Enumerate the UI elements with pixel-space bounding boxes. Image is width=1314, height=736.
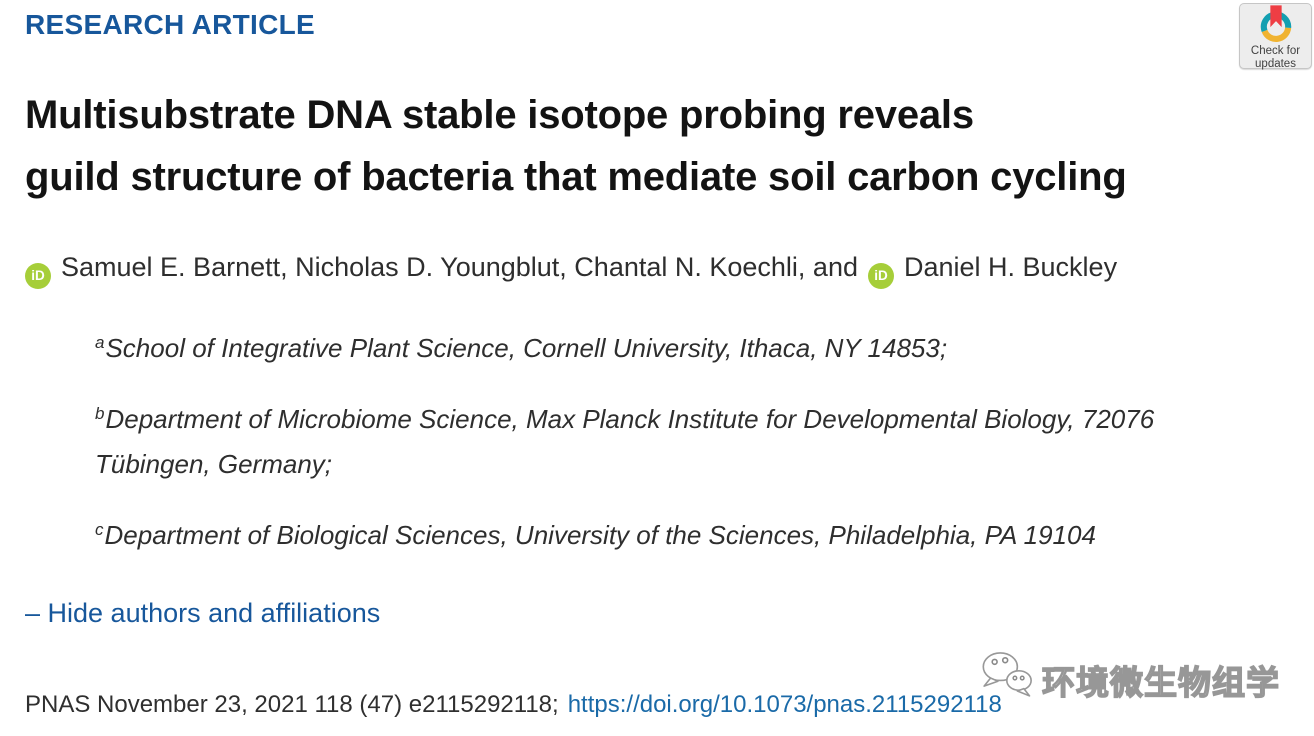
article-title-line2: guild structure of bacteria that mediate… xyxy=(25,155,1127,199)
watermark-text: 环境微生物组学 xyxy=(1041,663,1280,701)
crossmark-icon xyxy=(1260,5,1291,42)
author-list: iD Samuel E. Barnett, Nicholas D. Youngbl… xyxy=(25,252,1117,289)
doi-link[interactable]: https://doi.org/10.1073/pnas.2115292118 xyxy=(567,691,1002,718)
orcid-icon[interactable]: iD xyxy=(25,263,51,289)
orcid-icon[interactable]: iD xyxy=(867,263,894,289)
affiliation-a: aSchool of Integrative Plant Science, Co… xyxy=(95,326,1230,371)
article-title-line1: Multisubstrate DNA stable isotope probin… xyxy=(25,93,974,137)
affiliation-c: cDepartment of Biological Sciences, Univ… xyxy=(95,513,1230,558)
affiliation-b: bDepartment of Microbiome Science, Max P… xyxy=(95,397,1230,487)
affiliation-c-superscript: c xyxy=(95,520,104,539)
affiliation-b-superscript: b xyxy=(95,404,105,423)
affiliation-b-text: Department of Microbiome Science, Max Pl… xyxy=(95,404,1155,479)
affiliation-c-text: Department of Biological Sciences, Unive… xyxy=(104,520,1096,550)
badge-label-line2: updates xyxy=(1255,57,1296,70)
badge-label-line1: Check for xyxy=(1250,45,1301,57)
check-for-updates-button[interactable]: Check for updates xyxy=(1239,3,1312,70)
affiliation-list: aSchool of Integrative Plant Science, Co… xyxy=(95,326,1230,584)
hide-authors-link[interactable]: – Hide authors and affiliations xyxy=(25,598,381,628)
citation-text: PNAS November 23, 2021 118 (47) e2115292… xyxy=(25,691,559,718)
author-names-group1: Samuel E. Barnett, Nicholas D. Youngblut… xyxy=(61,252,858,282)
author-names-group2: Daniel H. Buckley xyxy=(903,252,1118,282)
affiliation-a-text: School of Integrative Plant Science, Cor… xyxy=(105,333,948,363)
citation-line: PNAS November 23, 2021 118 (47) e2115292… xyxy=(25,691,1002,719)
affiliation-a-superscript: a xyxy=(95,333,105,352)
article-title: Multisubstrate DNA stable isotope probin… xyxy=(25,84,1127,208)
section-kicker: RESEARCH ARTICLE xyxy=(25,9,315,40)
watermark: 环境微生物组学 xyxy=(976,644,1280,704)
